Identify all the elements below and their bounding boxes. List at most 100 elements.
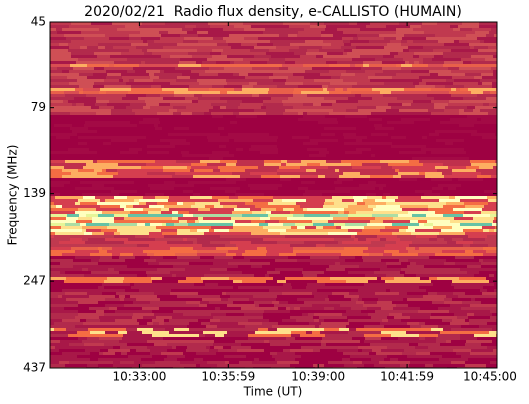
spectrogram-cell — [323, 55, 350, 58]
spectrogram-cell — [409, 61, 414, 64]
spectrogram-cell — [304, 301, 329, 304]
spectrogram-cell — [157, 64, 178, 67]
spectrogram-cell — [385, 226, 408, 229]
y-tick-label: 45 — [31, 15, 46, 29]
spectrogram-cell — [50, 136, 56, 139]
spectrogram-cell — [124, 304, 144, 307]
spectrogram-cell — [426, 37, 455, 40]
spectrogram-cell — [236, 148, 243, 151]
spectrogram-cell — [71, 172, 97, 175]
spectrogram-cell — [50, 295, 58, 298]
spectrogram-cell — [469, 319, 486, 322]
spectrogram-cell — [253, 235, 272, 238]
spectrogram-cell — [130, 103, 146, 106]
spectrogram-cell — [102, 292, 116, 295]
spectrogram-cell — [83, 34, 105, 37]
spectrogram-cell — [387, 316, 394, 319]
spectrogram-cell — [460, 100, 473, 103]
spectrogram-cell — [99, 352, 103, 355]
spectrogram-cell — [50, 112, 70, 115]
spectrogram-cell — [98, 43, 104, 46]
spectrogram-cell — [251, 133, 269, 136]
x-tick-label: 10:39:00 — [291, 370, 345, 384]
spectrogram-cell — [227, 304, 255, 307]
spectrogram-cell — [433, 217, 454, 220]
spectrogram-cell — [410, 325, 421, 328]
spectrogram-cell — [145, 337, 163, 340]
spectrogram-cell — [361, 94, 383, 97]
spectrogram-cell — [370, 343, 389, 346]
spectrogram-cell — [470, 46, 474, 49]
spectrogram-cell — [84, 103, 95, 106]
spectrogram-cell — [399, 229, 406, 232]
spectrogram-cell — [81, 31, 103, 34]
spectrogram-cell — [453, 349, 463, 352]
spectrogram-cell — [286, 229, 302, 232]
spectrogram-cell — [192, 100, 198, 103]
spectrogram-cell — [320, 298, 325, 301]
spectrogram-cell — [477, 118, 481, 121]
spectrogram-cell — [75, 202, 80, 205]
spectrogram-cell — [288, 97, 300, 100]
spectrogram-cell — [54, 235, 81, 238]
spectrogram-cell — [107, 226, 119, 229]
spectrogram-cell — [119, 283, 130, 286]
spectrogram-cell — [139, 28, 163, 31]
spectrogram-cell — [219, 337, 248, 340]
spectrogram-cell — [490, 361, 497, 364]
spectrogram-cell — [251, 142, 263, 145]
spectrogram-cell — [336, 337, 352, 340]
spectrogram-cell — [146, 70, 151, 73]
spectrogram-cell — [187, 346, 206, 349]
spectrogram-cell — [291, 157, 311, 160]
spectrogram-cell — [234, 61, 250, 64]
spectrogram-cell — [130, 121, 139, 124]
spectrogram-cell — [78, 301, 98, 304]
spectrogram-cell — [436, 139, 460, 142]
spectrogram-cell — [144, 52, 152, 55]
spectrogram-cell — [458, 295, 482, 298]
spectrogram-cell — [328, 136, 335, 139]
spectrogram-cell — [461, 325, 479, 328]
spectrogram-cell — [273, 199, 282, 202]
spectrogram-cell — [404, 274, 411, 277]
spectrogram-cell — [202, 94, 223, 97]
spectrogram-cell — [296, 325, 315, 328]
spectrogram-cell — [218, 283, 243, 286]
spectrogram-cell — [416, 142, 445, 145]
spectrogram-cell — [83, 211, 102, 214]
spectrogram-cell — [442, 355, 461, 358]
spectrogram-cell — [460, 28, 472, 31]
spectrogram-cell — [343, 79, 370, 82]
spectrogram-cell — [307, 100, 336, 103]
spectrogram-cell — [152, 280, 178, 283]
spectrogram-cell — [467, 106, 475, 109]
spectrogram-cell — [342, 241, 371, 244]
spectrogram-cell — [209, 67, 224, 70]
spectrogram-cell — [306, 286, 334, 289]
spectrogram-cell — [383, 187, 388, 190]
spectrogram-cell — [403, 49, 409, 52]
spectrogram-cell — [339, 169, 367, 172]
spectrogram-cell — [97, 130, 105, 133]
spectrogram-cell — [456, 88, 460, 91]
spectrogram-cell — [293, 247, 315, 250]
spectrogram-cell — [162, 127, 174, 130]
spectrogram-cell — [445, 106, 467, 109]
spectrogram-cell — [329, 301, 356, 304]
spectrogram-cell — [98, 301, 121, 304]
spectrogram-cell — [275, 115, 281, 118]
spectrogram-cell — [190, 76, 208, 79]
spectrogram-cell — [210, 322, 238, 325]
spectrogram-cell — [94, 52, 121, 55]
spectrogram-cell — [489, 31, 497, 34]
spectrogram-cell — [426, 151, 431, 154]
spectrogram-cell — [303, 112, 307, 115]
spectrogram-cell — [58, 295, 62, 298]
spectrogram-cell — [184, 37, 189, 40]
spectrogram-cell — [154, 124, 158, 127]
spectrogram-cell — [405, 283, 433, 286]
spectrogram-cell — [110, 55, 139, 58]
spectrogram-cell — [136, 292, 154, 295]
spectrogram-cell — [341, 277, 351, 280]
